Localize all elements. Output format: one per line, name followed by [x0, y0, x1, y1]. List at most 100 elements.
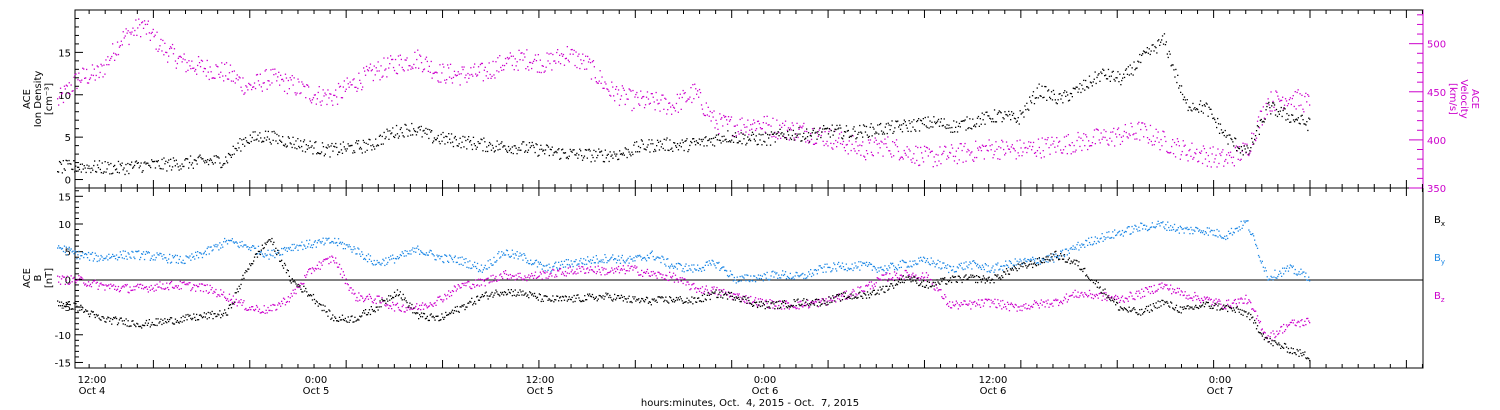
bz-point	[201, 283, 204, 285]
density-point	[404, 123, 406, 126]
by-point	[423, 253, 426, 255]
velocity-point	[161, 50, 163, 52]
velocity-point	[256, 73, 259, 76]
by-point	[366, 261, 369, 263]
by-point	[106, 255, 108, 257]
bz-point	[422, 308, 425, 310]
by-point	[628, 262, 630, 264]
by-point	[1241, 227, 1243, 229]
density-point	[1238, 148, 1241, 150]
velocity-point	[82, 67, 84, 69]
density-point	[148, 164, 150, 166]
density-point	[826, 127, 829, 129]
density-point	[506, 150, 508, 152]
velocity-point	[792, 124, 794, 127]
density-point	[383, 131, 385, 134]
by-point	[157, 254, 159, 256]
velocity-point	[971, 151, 973, 153]
bz-point	[111, 285, 113, 287]
velocity-point	[629, 89, 631, 91]
velocity-point	[884, 138, 886, 140]
density-point	[115, 168, 118, 170]
density-point	[1120, 84, 1122, 86]
by-point	[266, 254, 268, 256]
velocity-point	[765, 122, 767, 124]
density-point	[77, 166, 80, 168]
by-point	[109, 257, 111, 259]
velocity-point	[788, 139, 790, 141]
by-point	[1082, 244, 1084, 246]
by-point	[924, 261, 927, 264]
by-point	[159, 252, 161, 254]
bz-point	[431, 304, 433, 306]
velocity-point	[384, 69, 386, 71]
density-point	[227, 152, 230, 155]
velocity-point	[578, 53, 580, 55]
by-point	[464, 262, 466, 264]
by-point	[128, 253, 130, 255]
bz-point	[319, 268, 321, 270]
density-point	[843, 135, 845, 137]
bz-point	[301, 283, 303, 285]
density-point	[332, 150, 334, 152]
bz-point	[342, 271, 344, 273]
density-point	[1266, 105, 1268, 108]
density-point	[145, 163, 147, 165]
by-point	[897, 264, 900, 266]
density-point	[586, 157, 588, 159]
by-point	[703, 269, 706, 271]
by-point	[547, 269, 549, 271]
density-point	[527, 149, 530, 151]
by-point	[964, 268, 966, 270]
by-point	[557, 268, 559, 270]
by-point	[1205, 232, 1207, 234]
velocity-point	[187, 69, 189, 71]
density-point	[1018, 123, 1020, 125]
bz-point	[253, 309, 255, 311]
bz-point	[318, 261, 320, 263]
bz-point	[83, 282, 85, 284]
by-point	[720, 268, 722, 270]
density-point	[334, 146, 336, 148]
density-point	[1152, 44, 1154, 46]
velocity-point	[739, 118, 741, 121]
density-point	[176, 163, 178, 165]
by-point	[722, 266, 724, 268]
bz-point	[468, 281, 470, 283]
by-point	[1204, 231, 1207, 233]
by-point	[558, 261, 560, 263]
by-point	[1038, 258, 1040, 260]
bz-point	[335, 257, 337, 259]
velocity-point	[1281, 99, 1283, 102]
by-point	[234, 241, 236, 243]
bz-point	[673, 281, 676, 283]
bz-point	[128, 292, 130, 294]
bz-point	[403, 311, 405, 313]
by-point	[643, 256, 646, 259]
bz-point	[140, 283, 142, 285]
bz-point	[531, 275, 534, 277]
density-point	[892, 132, 894, 134]
velocity-point	[1091, 142, 1094, 144]
bz-point	[196, 284, 198, 287]
by-point	[698, 267, 701, 270]
velocity-point	[645, 96, 648, 98]
by-point	[411, 249, 413, 251]
velocity-point	[455, 75, 457, 77]
velocity-point	[252, 86, 254, 88]
velocity-point	[258, 84, 261, 86]
velocity-point	[522, 59, 524, 61]
density-point	[872, 126, 874, 128]
by-point	[731, 274, 734, 276]
density-point	[690, 140, 692, 143]
by-point	[846, 270, 848, 272]
by-point	[144, 253, 147, 255]
by-point	[481, 271, 483, 273]
density-point	[233, 153, 235, 155]
bz-point	[188, 282, 190, 284]
bz-point	[682, 282, 684, 285]
density-point	[1301, 114, 1303, 116]
density-point	[75, 165, 77, 167]
velocity-point	[65, 84, 67, 86]
density-point	[64, 169, 66, 171]
